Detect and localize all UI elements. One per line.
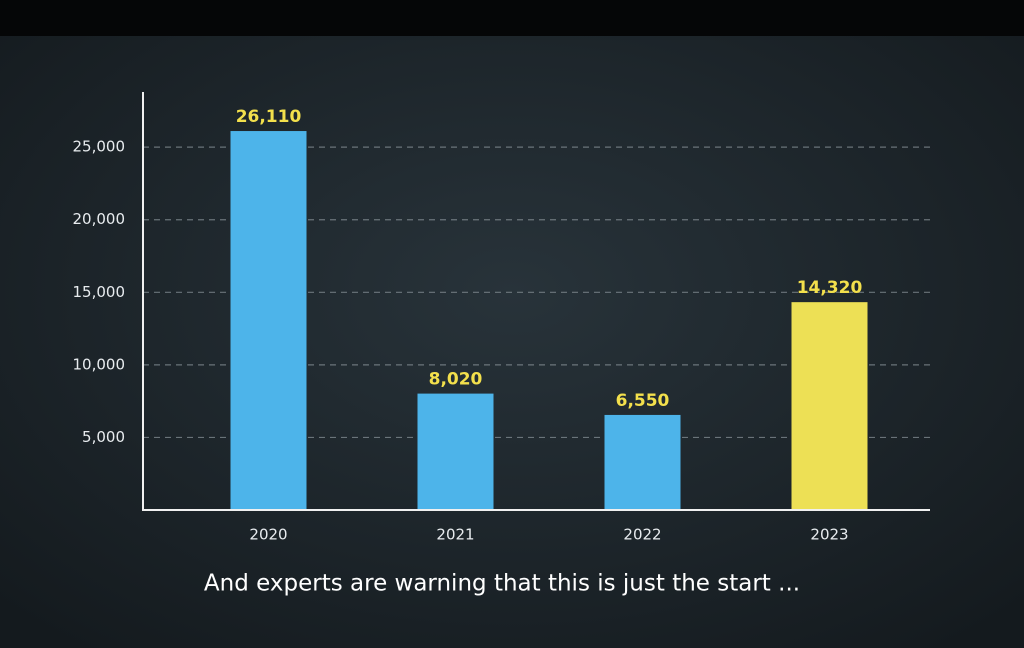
bar xyxy=(417,393,494,510)
value-label: 6,550 xyxy=(616,391,670,411)
y-tick-label: 25,000 xyxy=(73,138,126,156)
top-band xyxy=(0,0,1024,36)
x-tick-label: 2020 xyxy=(249,526,287,544)
value-label: 26,110 xyxy=(236,107,302,127)
y-tick-label: 5,000 xyxy=(82,428,125,446)
bar xyxy=(604,414,681,510)
caption: And experts are warning that this is jus… xyxy=(204,571,800,597)
value-label: 14,320 xyxy=(797,278,863,298)
y-tick-label: 10,000 xyxy=(73,355,126,373)
x-tick-label: 2021 xyxy=(436,526,474,544)
bar xyxy=(791,302,868,510)
value-label: 8,020 xyxy=(429,370,483,390)
x-tick-label: 2023 xyxy=(810,526,848,544)
y-tick-label: 20,000 xyxy=(73,210,126,228)
y-tick-label: 15,000 xyxy=(73,283,126,301)
x-tick-label: 2022 xyxy=(623,526,661,544)
bar xyxy=(230,131,307,510)
